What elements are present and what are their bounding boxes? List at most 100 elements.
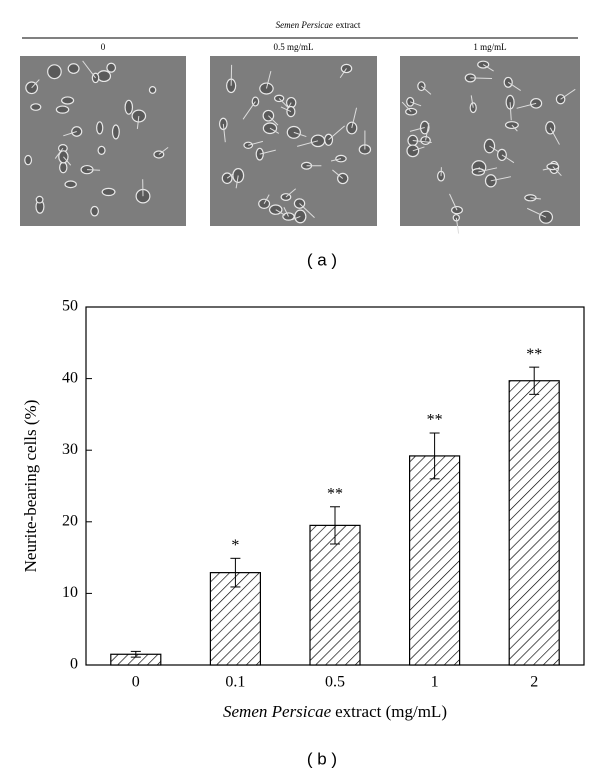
x-tick-label: 0.5 (325, 674, 345, 691)
neurite (412, 146, 425, 152)
y-tick-label: 40 (62, 369, 78, 386)
neurite (235, 175, 239, 189)
cell (64, 180, 77, 189)
cell (111, 124, 120, 140)
significance: ** (427, 412, 443, 429)
neurite (280, 106, 292, 113)
bar (508, 380, 560, 666)
micrograph (210, 56, 377, 226)
neurite (158, 146, 169, 155)
cell (97, 145, 106, 155)
y-tick-label: 0 (70, 656, 78, 673)
panel-a-title-rest: extract (336, 20, 361, 30)
bar (409, 455, 461, 666)
x-label-italic: Semen Persicae (223, 702, 332, 721)
neurite (410, 101, 422, 107)
neurite (332, 169, 344, 179)
x-tick-label: 0.1 (225, 674, 245, 691)
neurite (293, 131, 307, 138)
cell (268, 204, 283, 215)
neurite (259, 149, 276, 155)
cell (67, 63, 80, 74)
panel-a-title-italic: Semen Persicae (276, 20, 333, 30)
y-tick-label: 50 (62, 298, 78, 315)
neurite (511, 124, 518, 132)
cell (496, 148, 507, 162)
cell (59, 161, 68, 174)
cell (282, 212, 295, 221)
neurite (222, 123, 226, 143)
neurite (490, 176, 512, 182)
micrograph-label: 1 mg/mL (473, 42, 506, 52)
cell (35, 195, 44, 204)
micrographs (20, 56, 580, 234)
cell (124, 99, 134, 115)
neurite (31, 79, 40, 89)
neurite (530, 197, 541, 200)
neurite (297, 140, 319, 147)
cell (504, 121, 519, 130)
cell (335, 154, 347, 163)
x-label-rest: extract (mg/mL) (335, 702, 447, 721)
neurite (549, 127, 560, 145)
neurite (63, 131, 77, 137)
neurite (63, 156, 72, 166)
neurite (501, 154, 515, 164)
bar (209, 572, 261, 666)
y-tick-label: 30 (62, 441, 78, 458)
cell (96, 70, 112, 83)
neurite (449, 193, 458, 211)
caption-b: ( b ) (307, 749, 337, 768)
x-tick-label: 1 (431, 674, 439, 691)
neurite (268, 115, 279, 126)
x-tick-label: 2 (530, 674, 538, 691)
micrograph-label: 0 (101, 42, 106, 52)
neurite (421, 85, 432, 95)
neurite (283, 207, 289, 217)
neurite (470, 77, 493, 79)
cell (55, 105, 70, 114)
y-tick-label: 20 (62, 512, 78, 529)
neurite (248, 140, 264, 146)
significance: ** (526, 346, 542, 363)
cell (148, 86, 157, 94)
neurite (482, 64, 494, 72)
cell (405, 107, 418, 116)
neurite (470, 95, 474, 108)
panel-a-title: Semen Persicae extract (276, 20, 361, 30)
neurite (560, 88, 576, 100)
cell (101, 187, 116, 197)
neurite (526, 207, 547, 218)
cell (47, 64, 62, 80)
neurite (87, 169, 101, 171)
neurite (265, 71, 272, 89)
neurite (455, 217, 460, 234)
bar (309, 524, 361, 666)
micrograph (20, 56, 186, 226)
cell (555, 94, 566, 105)
significance: * (231, 537, 239, 554)
neurite (299, 203, 315, 219)
neurite (328, 125, 346, 141)
y-axis-label: Neurite-bearing cells (%) (21, 400, 40, 573)
cell (545, 121, 556, 135)
neurite (285, 188, 297, 198)
cell (30, 103, 42, 111)
neurite (330, 158, 342, 162)
x-tick-label: 0 (132, 674, 140, 691)
neurite (242, 101, 256, 120)
neurite (82, 60, 96, 79)
significance: ** (327, 485, 343, 502)
cell (106, 62, 117, 73)
neurite (412, 140, 432, 144)
cell (24, 154, 33, 166)
neurite (507, 81, 521, 91)
y-tick-label: 10 (62, 584, 78, 601)
caption-a: ( a ) (307, 250, 337, 269)
neurite (339, 68, 347, 79)
neurite (478, 167, 498, 173)
neurite (516, 102, 537, 109)
neurite (552, 166, 562, 177)
cell (61, 96, 75, 105)
